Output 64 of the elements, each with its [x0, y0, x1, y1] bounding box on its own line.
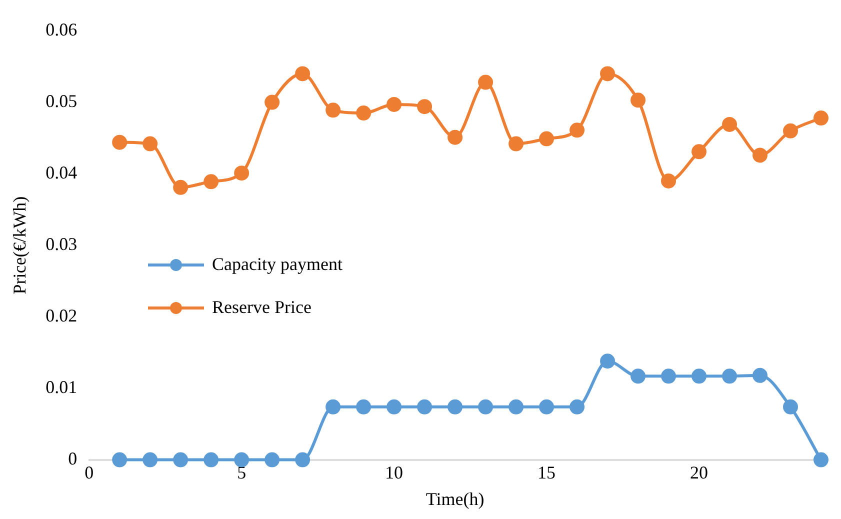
x-tick-label: 5 — [237, 462, 246, 482]
point — [386, 399, 402, 414]
point — [630, 92, 646, 108]
point — [478, 74, 494, 90]
point — [539, 399, 554, 414]
point — [234, 166, 250, 181]
point — [600, 354, 616, 369]
point — [508, 136, 524, 152]
point — [752, 368, 768, 383]
point — [295, 66, 310, 82]
y-axis-title: Price(€/kWh) — [10, 196, 30, 294]
point — [204, 452, 219, 468]
x-tick-label: 0 — [84, 462, 94, 482]
point — [448, 130, 463, 145]
point — [814, 452, 828, 468]
point — [630, 368, 646, 384]
point — [264, 452, 280, 468]
x-tick-label: 15 — [538, 462, 556, 482]
x-tick-label: 10 — [385, 462, 404, 482]
point — [295, 452, 310, 468]
point — [661, 368, 676, 384]
point — [356, 399, 372, 414]
point — [417, 99, 432, 114]
y-tick-label: 0.03 — [46, 234, 78, 254]
point — [722, 116, 738, 132]
point — [814, 110, 828, 126]
point — [326, 102, 341, 118]
y-tick-label: 0.04 — [46, 162, 78, 183]
point — [722, 368, 738, 384]
point — [448, 399, 463, 414]
point — [173, 180, 188, 195]
point — [539, 131, 554, 146]
point — [204, 174, 219, 190]
point — [356, 106, 372, 121]
point — [142, 452, 158, 468]
y-tick-label: 0.02 — [46, 306, 78, 326]
point — [752, 148, 768, 163]
legend-label: Capacity payment — [212, 254, 342, 275]
point — [264, 94, 280, 110]
x-tick-label: 20 — [690, 462, 708, 482]
point — [326, 399, 341, 414]
point — [570, 399, 585, 414]
point — [112, 452, 128, 468]
point — [783, 123, 798, 138]
point — [386, 96, 402, 112]
point — [783, 399, 798, 414]
point — [173, 452, 188, 468]
point — [508, 399, 524, 414]
point — [234, 452, 250, 468]
point — [112, 134, 128, 150]
y-tick-label: 0 — [68, 448, 78, 469]
point — [692, 144, 707, 160]
point — [570, 122, 585, 138]
y-tick-label: 0.06 — [46, 20, 78, 40]
x-axis-title: Time(h) — [426, 488, 484, 509]
point — [661, 173, 676, 188]
point — [600, 66, 616, 82]
point — [478, 399, 494, 414]
point — [692, 368, 707, 384]
y-tick-label: 0.01 — [46, 377, 78, 398]
point — [142, 136, 158, 152]
point — [417, 399, 432, 414]
y-tick-label: 0.05 — [46, 91, 78, 112]
legend-label: Reserve Price — [212, 297, 312, 318]
